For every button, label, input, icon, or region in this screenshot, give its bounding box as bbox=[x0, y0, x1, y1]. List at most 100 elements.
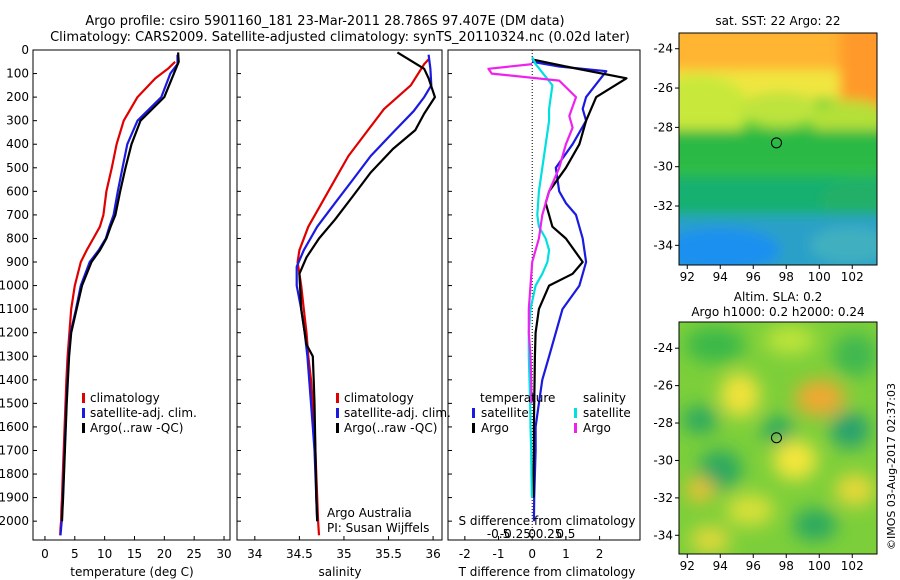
map-y-tick-label: -32 bbox=[653, 491, 673, 505]
y-tick-label: 1800 bbox=[0, 467, 29, 481]
y-tick-label: 300 bbox=[6, 114, 29, 128]
argo-position-marker bbox=[770, 137, 782, 149]
y-tick-label: 1600 bbox=[0, 420, 29, 434]
map-y-tick-label: -28 bbox=[653, 416, 673, 430]
series-layer bbox=[59, 51, 628, 536]
legend-swatch-satellite bbox=[82, 408, 85, 418]
difference-panel-frame bbox=[447, 49, 641, 541]
series-line-temperature-argo bbox=[531, 58, 628, 498]
map-x-tick-label: 102 bbox=[841, 270, 864, 284]
y-tick-label: 2000 bbox=[0, 514, 29, 528]
x-tick-label: -2 bbox=[459, 547, 471, 561]
sla-map-title-line1: Altim. SLA: 0.2 bbox=[734, 290, 822, 304]
legend-label: climatology bbox=[344, 391, 414, 405]
y-tick-label: 800 bbox=[6, 231, 29, 245]
x-tick-label-s: 0.25 bbox=[536, 527, 563, 541]
legend-label: Argo(..raw -QC) bbox=[344, 421, 437, 435]
x-tick-label: 10 bbox=[97, 547, 112, 561]
map-y-tick-label: -28 bbox=[653, 120, 673, 134]
legend-swatch-t-argo bbox=[472, 423, 475, 433]
difference-xlabel-s: S difference from climatology bbox=[459, 514, 636, 528]
legend-title-salinity: salinity bbox=[583, 391, 626, 405]
y-tick-label: 900 bbox=[6, 255, 29, 269]
x-tick-label: 35.5 bbox=[375, 547, 402, 561]
map-x-tick-label: 98 bbox=[779, 270, 794, 284]
x-tick-label: 34 bbox=[247, 547, 262, 561]
legend-label: climatology bbox=[90, 391, 160, 405]
x-tick-label: 15 bbox=[127, 547, 142, 561]
map-y-tick-label: -26 bbox=[653, 379, 673, 393]
series-line-satellite-adj-clim- bbox=[295, 54, 433, 522]
map-y-tick-label: -32 bbox=[653, 199, 673, 213]
x-tick-label: 30 bbox=[216, 547, 231, 561]
legend-swatch-climatology bbox=[336, 393, 339, 403]
x-tick-label: 36 bbox=[425, 547, 440, 561]
legend-swatch-s-satellite bbox=[574, 408, 577, 418]
legend-label: satellite bbox=[583, 406, 631, 420]
y-tick-label: 100 bbox=[6, 67, 29, 81]
y-tick-label: 1200 bbox=[0, 326, 29, 340]
salinity-panel-frame bbox=[236, 49, 443, 541]
map-x-tick-label: 102 bbox=[841, 559, 864, 573]
legend-label: Argo(..raw -QC) bbox=[90, 421, 183, 435]
series-line-argo-raw-qc- bbox=[298, 51, 436, 522]
series-line-satellite-adj-clim- bbox=[59, 54, 179, 536]
temperature-panel-frame bbox=[32, 49, 231, 541]
map-y-tick-label: -30 bbox=[653, 160, 673, 174]
map-x-tick-label: 98 bbox=[779, 559, 794, 573]
difference-legend: temperature salinity satellite Argo sate… bbox=[472, 391, 631, 435]
x-tick-label: 34.5 bbox=[286, 547, 313, 561]
x-tick-label: 0 bbox=[41, 547, 49, 561]
x-tick-label: 2 bbox=[596, 547, 604, 561]
imos-timestamp: ©IMOS 03-Aug-2017 02:37:03 bbox=[885, 383, 898, 550]
map-y-tick-label: -24 bbox=[653, 42, 673, 56]
axes-layer: 0100200300400500600700800900100011001200… bbox=[0, 42, 864, 573]
y-tick-label: 1000 bbox=[0, 279, 29, 293]
legend-label: satellite-adj. clim. bbox=[344, 406, 451, 420]
legend-swatch-climatology bbox=[82, 393, 85, 403]
y-tick-label: 1400 bbox=[0, 373, 29, 387]
map-y-tick-label: -24 bbox=[653, 341, 673, 355]
legend-swatch-satellite bbox=[336, 408, 339, 418]
x-tick-label-s: 0 bbox=[528, 527, 536, 541]
salinity-xlabel: salinity bbox=[318, 565, 361, 579]
legend-label: satellite bbox=[481, 406, 529, 420]
map-y-tick-label: -30 bbox=[653, 453, 673, 467]
x-tick-label: 1 bbox=[562, 547, 570, 561]
y-tick-label: 600 bbox=[6, 184, 29, 198]
series-line-argo-raw-qc- bbox=[60, 52, 180, 522]
legend-label: satellite-adj. clim. bbox=[90, 406, 197, 420]
temperature-xlabel: temperature (deg C) bbox=[70, 565, 193, 579]
map-x-tick-label: 92 bbox=[680, 270, 695, 284]
annotation-line1: Argo Australia bbox=[327, 506, 412, 520]
salinity-legend: climatology satellite-adj. clim. Argo(..… bbox=[327, 391, 451, 535]
series-line-climatology bbox=[296, 58, 430, 536]
x-tick-label: -1 bbox=[493, 547, 505, 561]
legend-swatch-argo bbox=[82, 423, 85, 433]
y-tick-label: 1900 bbox=[0, 491, 29, 505]
y-tick-label: 700 bbox=[6, 208, 29, 222]
annotation-line2: PI: Susan Wijffels bbox=[327, 521, 429, 535]
map-x-tick-label: 94 bbox=[713, 270, 728, 284]
figure-title-line2: Climatology: CARS2009. Satellite-adjuste… bbox=[50, 30, 630, 45]
legend-label: Argo bbox=[481, 421, 509, 435]
y-tick-label: 1300 bbox=[0, 349, 29, 363]
series-line-salinity-argo bbox=[487, 63, 578, 404]
x-tick-label: 25 bbox=[187, 547, 202, 561]
map-x-tick-label: 94 bbox=[713, 559, 728, 573]
sst-map-title: sat. SST: 22 Argo: 22 bbox=[715, 14, 840, 28]
difference-xlabel-t: T difference from climatology bbox=[458, 565, 636, 579]
figure-title-line1: Argo profile: csiro 5901160_181 23-Mar-2… bbox=[85, 14, 565, 29]
series-line-temperature-satellite bbox=[532, 60, 608, 522]
x-tick-label-s: -0.5 bbox=[487, 527, 510, 541]
map-y-tick-label: -34 bbox=[653, 528, 673, 542]
legend-label: Argo bbox=[583, 421, 611, 435]
sla-map-title-line2: Argo h1000: 0.2 h2000: 0.24 bbox=[691, 305, 864, 319]
sla-map-frame bbox=[678, 321, 878, 555]
x-tick-label-s: 0.5 bbox=[556, 527, 575, 541]
legend-title-temperature: temperature bbox=[480, 391, 555, 405]
sla-map-image bbox=[679, 322, 877, 554]
x-tick-label: 5 bbox=[71, 547, 79, 561]
map-x-tick-label: 100 bbox=[808, 270, 831, 284]
map-y-tick-label: -34 bbox=[653, 238, 673, 252]
